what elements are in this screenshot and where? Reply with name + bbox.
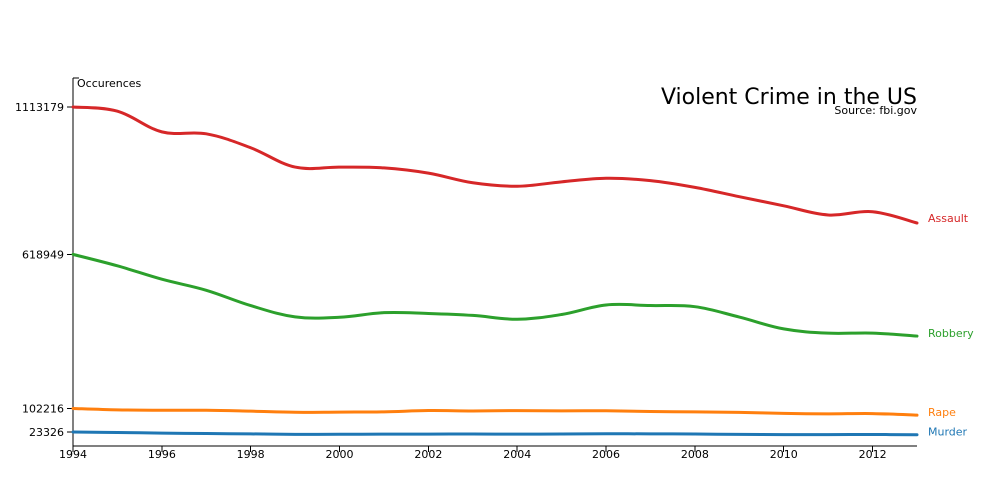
chart-axes: 23326 102216 618949 1113179 1994 1996 1998 200…: [15, 77, 917, 461]
x-tick-label: 2004: [503, 448, 531, 461]
chart-series: [71, 105, 919, 437]
series-label-robbery: Robbery: [928, 327, 974, 340]
x-tick-label: 2002: [414, 448, 442, 461]
y-tick-label: 1113179: [15, 101, 64, 114]
series-label-murder: Murder: [928, 426, 968, 439]
y-tick-label: 23326: [29, 426, 64, 439]
series-labels: Assault Robbery Rape Murder: [928, 212, 974, 439]
x-tick-label: 1996: [148, 448, 176, 461]
series-line-murder: [71, 430, 919, 437]
series-line-rape: [71, 406, 919, 417]
series-label-rape: Rape: [928, 406, 956, 419]
series-label-assault: Assault: [928, 212, 969, 225]
chart-subtitle: Source: fbi.gov: [834, 104, 917, 117]
x-tick-label: 1998: [237, 448, 265, 461]
y-tick-label: 102216: [22, 402, 64, 415]
y-tick-label: 618949: [22, 248, 64, 261]
x-tick-label: 1994: [59, 448, 87, 461]
x-tick-label: 2008: [681, 448, 709, 461]
series-line-robbery: [71, 252, 919, 338]
x-axis-ticks: 1994 1996 1998 2000 2002 2004 2006 2008 2010 2012: [59, 446, 887, 461]
y-axis-ticks: 23326 102216 618949 1113179: [15, 101, 73, 439]
x-tick-label: 2000: [326, 448, 354, 461]
series-line-assault: [71, 105, 919, 225]
y-axis-label: Occurences: [77, 77, 142, 90]
x-tick-label: 2012: [859, 448, 887, 461]
chart-title: Violent Crime in the US: [661, 85, 917, 110]
x-tick-label: 2010: [770, 448, 798, 461]
x-tick-label: 2006: [592, 448, 620, 461]
